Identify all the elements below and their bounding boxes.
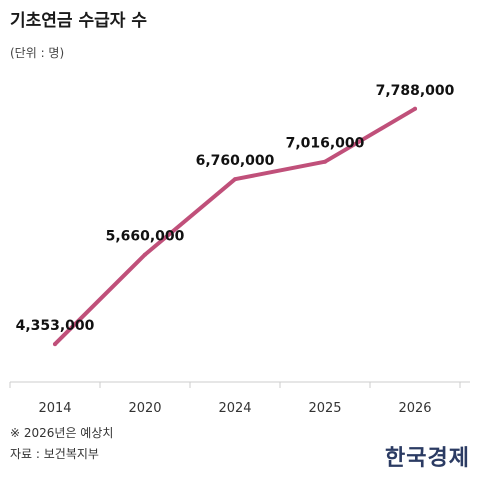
data-label: 5,660,000 bbox=[106, 229, 185, 245]
x-tick-label: 2014 bbox=[38, 401, 71, 416]
data-point bbox=[53, 342, 57, 347]
data-label: 7,788,000 bbox=[376, 83, 455, 99]
source-label: 자료 : 보건복지부 bbox=[10, 447, 99, 461]
publisher-logo: 한국경제 bbox=[385, 445, 470, 471]
data-label: 7,016,000 bbox=[286, 136, 365, 152]
chart-title: 기초연금 수급자 수 bbox=[10, 11, 147, 31]
x-tick-label: 2025 bbox=[308, 401, 341, 416]
data-point bbox=[413, 106, 417, 111]
data-label: 6,760,000 bbox=[196, 153, 275, 169]
forecast-note: ※ 2026년은 예상치 bbox=[10, 426, 114, 440]
x-tick-label: 2024 bbox=[218, 401, 251, 416]
unit-label: (단위 : 명) bbox=[10, 46, 65, 60]
x-tick-label: 2020 bbox=[128, 401, 161, 416]
x-tick-label: 2026 bbox=[398, 401, 431, 416]
data-label: 4,353,000 bbox=[16, 318, 95, 334]
data-point bbox=[143, 252, 147, 257]
data-point bbox=[233, 177, 237, 182]
data-point bbox=[323, 159, 327, 164]
